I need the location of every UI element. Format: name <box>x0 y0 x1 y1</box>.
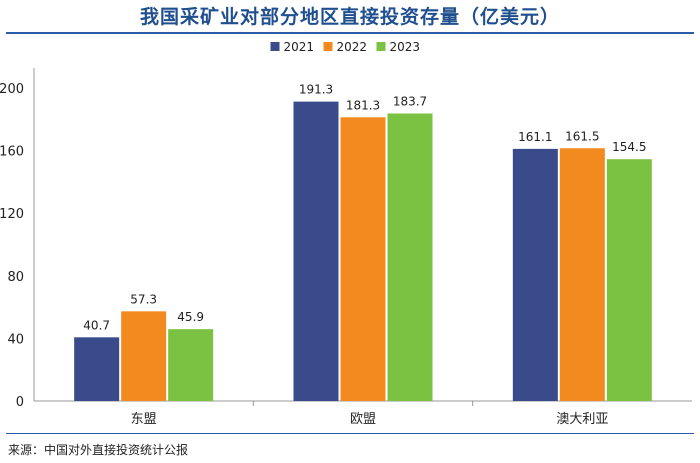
y-tick-label: 80 <box>7 270 24 285</box>
bar-2021 <box>512 148 558 401</box>
chart-title: 我国采矿业对部分地区直接投资存量（亿美元） <box>139 6 560 28</box>
title-divider <box>6 32 694 34</box>
data-label: 191.3 <box>299 83 333 97</box>
data-label: 154.5 <box>612 140 646 154</box>
y-tick-label: 40 <box>7 332 24 347</box>
data-label: 161.1 <box>518 130 552 144</box>
legend-swatch-2022 <box>323 42 333 51</box>
bar-2022 <box>559 148 605 401</box>
y-tick-label: 120 <box>0 207 24 222</box>
bar-2023 <box>387 113 433 402</box>
bar-2023 <box>168 329 214 401</box>
bar-2022 <box>340 117 386 401</box>
data-label: 181.3 <box>346 98 380 112</box>
bar-2023 <box>606 159 652 401</box>
legend-swatch-2023 <box>376 42 386 51</box>
source-note: 来源：中国对外直接投资统计公报 <box>8 443 189 457</box>
data-label: 45.9 <box>177 310 204 324</box>
data-label: 183.7 <box>393 95 427 109</box>
data-label: 57.3 <box>130 292 157 306</box>
legend-label: 2023 <box>390 40 421 54</box>
legend-swatch-2021 <box>270 42 280 51</box>
legend-label: 2021 <box>284 40 315 54</box>
legend-label: 2022 <box>337 40 368 54</box>
x-tick-label: 欧盟 <box>350 412 376 427</box>
y-tick-label: 160 <box>0 145 24 160</box>
bar-2021 <box>293 101 339 401</box>
y-tick-label: 0 <box>16 395 24 410</box>
data-label: 161.5 <box>565 129 599 143</box>
bar-chart: 0 40 80 120 160 200 40.7 57.3 45.9 东盟 191.3 181.3 18… <box>0 40 692 427</box>
data-label: 40.7 <box>83 318 110 332</box>
footer-divider <box>6 433 694 434</box>
bar-2022 <box>121 311 167 401</box>
x-tick-label: 东盟 <box>131 412 157 427</box>
x-tick-label: 澳大利亚 <box>556 411 608 427</box>
bar-2021 <box>74 337 120 401</box>
y-tick-label: 200 <box>0 82 24 97</box>
